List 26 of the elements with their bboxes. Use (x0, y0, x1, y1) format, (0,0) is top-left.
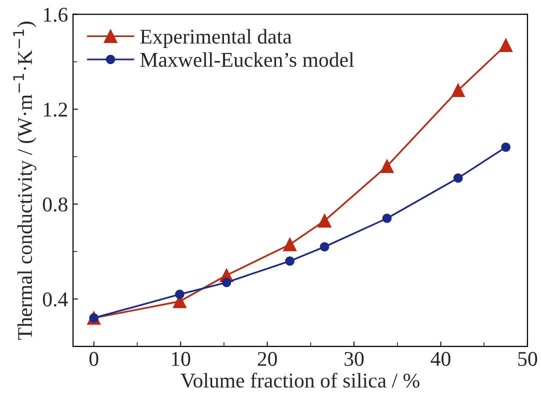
x-tick-label: 10 (172, 352, 190, 366)
point (451, 83, 465, 98)
y-tick-label: 1.2 (44, 102, 68, 117)
point (283, 238, 297, 252)
y-tick-label: 1.6 (44, 8, 68, 22)
point (499, 38, 513, 52)
x-tick-label: 0 (89, 352, 98, 366)
point (320, 242, 330, 252)
x-tick-label: 50 (518, 352, 538, 366)
y-tick-label: 0.4 (42, 292, 68, 307)
point (318, 214, 332, 228)
point (222, 278, 232, 288)
x-tick-label: 30 (344, 352, 364, 366)
x-tick-label: 20 (258, 352, 277, 366)
x-tick-label: 40 (430, 352, 450, 366)
x-axis-title: Volume fraction of silica / % (180, 372, 420, 388)
point (285, 256, 295, 266)
point (175, 290, 184, 299)
point (453, 173, 463, 183)
y-tick-label: 0.8 (42, 197, 68, 212)
y-axis-title: Thermal conductivity / (W·m$^{−1}$·K$^{−1}$) (13, 22, 36, 340)
point (382, 214, 392, 224)
legend-label: Maxwell-Eucken’s model (140, 52, 354, 67)
point (501, 142, 510, 152)
legend-label: Experimental data (140, 29, 292, 48)
point (380, 159, 394, 173)
